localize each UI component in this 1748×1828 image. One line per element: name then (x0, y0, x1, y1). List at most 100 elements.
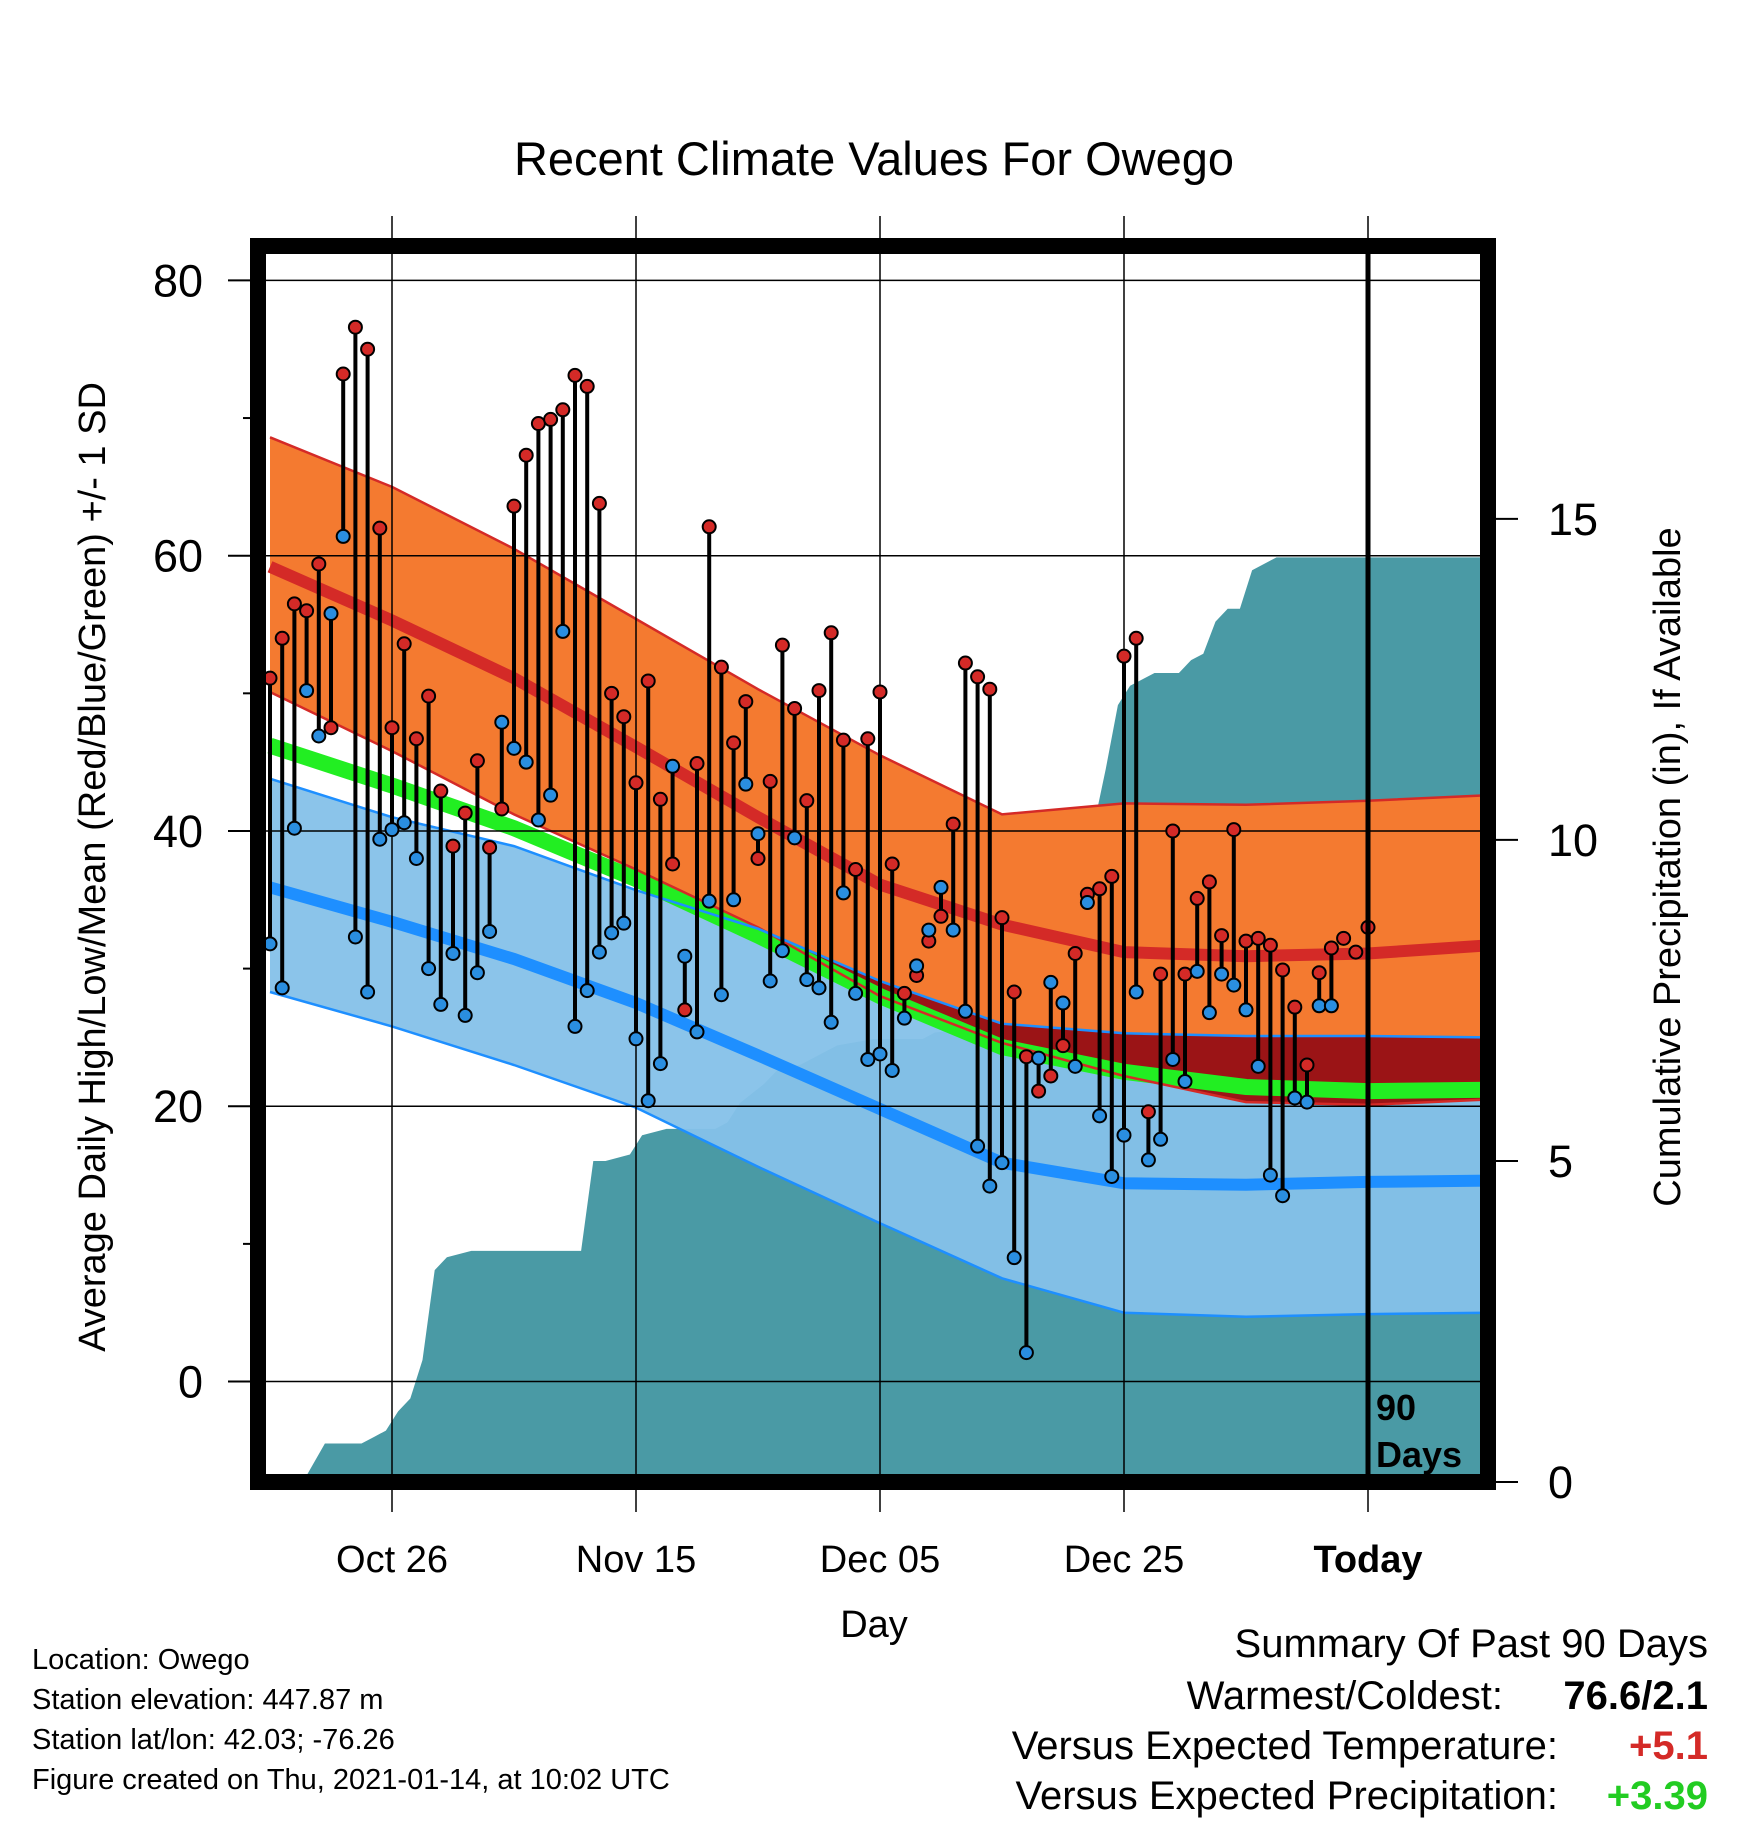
low-dot (274, 980, 290, 996)
high-dot (530, 416, 546, 432)
high-dot (1287, 999, 1303, 1015)
high-dot (1238, 933, 1254, 949)
low-dot (957, 1003, 973, 1019)
low-dot (1128, 984, 1144, 1000)
high-dot (494, 801, 510, 817)
low-dot (1250, 1058, 1266, 1074)
warmest-row: Warmest/Coldest: 76.6/2.1 (808, 1674, 1708, 1724)
low-dot (1275, 1188, 1291, 1204)
high-dot (506, 498, 522, 514)
low-dot (1018, 1345, 1034, 1361)
low-dot (323, 605, 339, 621)
low-dot (689, 1024, 705, 1040)
high-dot (970, 669, 986, 685)
low-dot (604, 925, 620, 941)
low-dot (494, 714, 510, 730)
low-dot (872, 1046, 888, 1062)
low-dot (1092, 1108, 1108, 1124)
y2-tick-label: 10 (1548, 815, 1598, 866)
low-dot (1299, 1094, 1315, 1110)
low-dot (1031, 1050, 1047, 1066)
high-dot (835, 732, 851, 748)
x-tick-label: Dec 05 (820, 1539, 940, 1581)
high-dot (274, 630, 290, 646)
low-dot (1201, 1005, 1217, 1021)
high-dot (384, 720, 400, 736)
x-tick-label: Today (1313, 1539, 1422, 1581)
low-dot (347, 929, 363, 945)
y-tick-label: 20 (153, 1081, 203, 1132)
low-dot (616, 915, 632, 931)
high-dot (286, 596, 302, 612)
low-dot (896, 1010, 912, 1026)
low-dot (360, 984, 376, 1000)
plot-area: 90 Days 0 20 40 60 80 0 5 10 15 Oct 26 Nov 15 Dec 05 D… (153, 216, 1598, 1581)
low-dot (774, 943, 790, 959)
elevation-text: Station elevation: 447.87 m (32, 1684, 384, 1716)
low-dot (1311, 998, 1327, 1014)
low-dot (457, 1007, 473, 1023)
low-dot (677, 948, 693, 964)
x-axis-label: Day (840, 1604, 908, 1646)
low-dot (1116, 1127, 1132, 1143)
x-tick-label: Nov 15 (576, 1539, 696, 1581)
chart-title: Recent Climate Values For Owego (514, 132, 1234, 185)
high-dot (360, 341, 376, 357)
low-dot (408, 850, 424, 866)
high-dot (1262, 937, 1278, 953)
low-dot (848, 985, 864, 1001)
high-dot (860, 731, 876, 747)
low-dot (530, 812, 546, 828)
high-dot (457, 805, 473, 821)
precip-value: +3.39 (1606, 1774, 1708, 1818)
high-dot (372, 520, 388, 536)
low-dot (713, 987, 729, 1003)
high-dot (823, 625, 839, 641)
low-dot (994, 1155, 1010, 1171)
low-dot (1262, 1167, 1278, 1183)
high-dot (896, 985, 912, 1001)
high-dot (543, 411, 559, 427)
precip-label: Versus Expected Precipitation: (1015, 1774, 1558, 1818)
high-dot (555, 402, 571, 418)
high-dot (848, 862, 864, 878)
x-tick-label: Dec 25 (1064, 1539, 1184, 1581)
low-dot (1043, 974, 1059, 990)
high-dot (299, 603, 315, 619)
high-dot (1275, 962, 1291, 978)
summary-heading: Summary Of Past 90 Days (1234, 1622, 1708, 1666)
high-dot (604, 685, 620, 701)
low-dot (738, 776, 754, 792)
high-dot (1006, 984, 1022, 1000)
y2-axis-label: Cumulative Precipitation (in), If Availa… (1647, 527, 1689, 1206)
low-dot (799, 972, 815, 988)
low-dot (726, 892, 742, 908)
y-axis-label: Average Daily High/Low/Mean (Red/Blue/Gr… (72, 382, 114, 1352)
low-dot (469, 965, 485, 981)
high-dot (628, 775, 644, 791)
warmest-label: Warmest/Coldest: (1186, 1674, 1503, 1718)
low-dot (1079, 895, 1095, 911)
low-dot (1287, 1090, 1303, 1106)
high-dot (872, 684, 888, 700)
y2-tick-label: 5 (1548, 1136, 1573, 1187)
low-dot (1140, 1152, 1156, 1168)
high-dot (945, 816, 961, 832)
low-dot (1177, 1073, 1193, 1089)
high-dot (1067, 945, 1083, 961)
x-tick-label: Oct 26 (336, 1539, 448, 1581)
created-text: Figure created on Thu, 2021-01-14, at 10… (32, 1764, 670, 1796)
low-dot (299, 683, 315, 699)
low-dot (518, 754, 534, 770)
low-dot (835, 885, 851, 901)
temp-row: Versus Expected Temperature: +5.1 (808, 1724, 1708, 1774)
high-dot (335, 366, 351, 382)
high-dot (665, 856, 681, 872)
y-tick-label: 80 (153, 255, 203, 306)
high-dot (750, 850, 766, 866)
high-dot (762, 773, 778, 789)
low-dot (1055, 995, 1071, 1011)
low-dot (921, 922, 937, 938)
high-dot (652, 791, 668, 807)
